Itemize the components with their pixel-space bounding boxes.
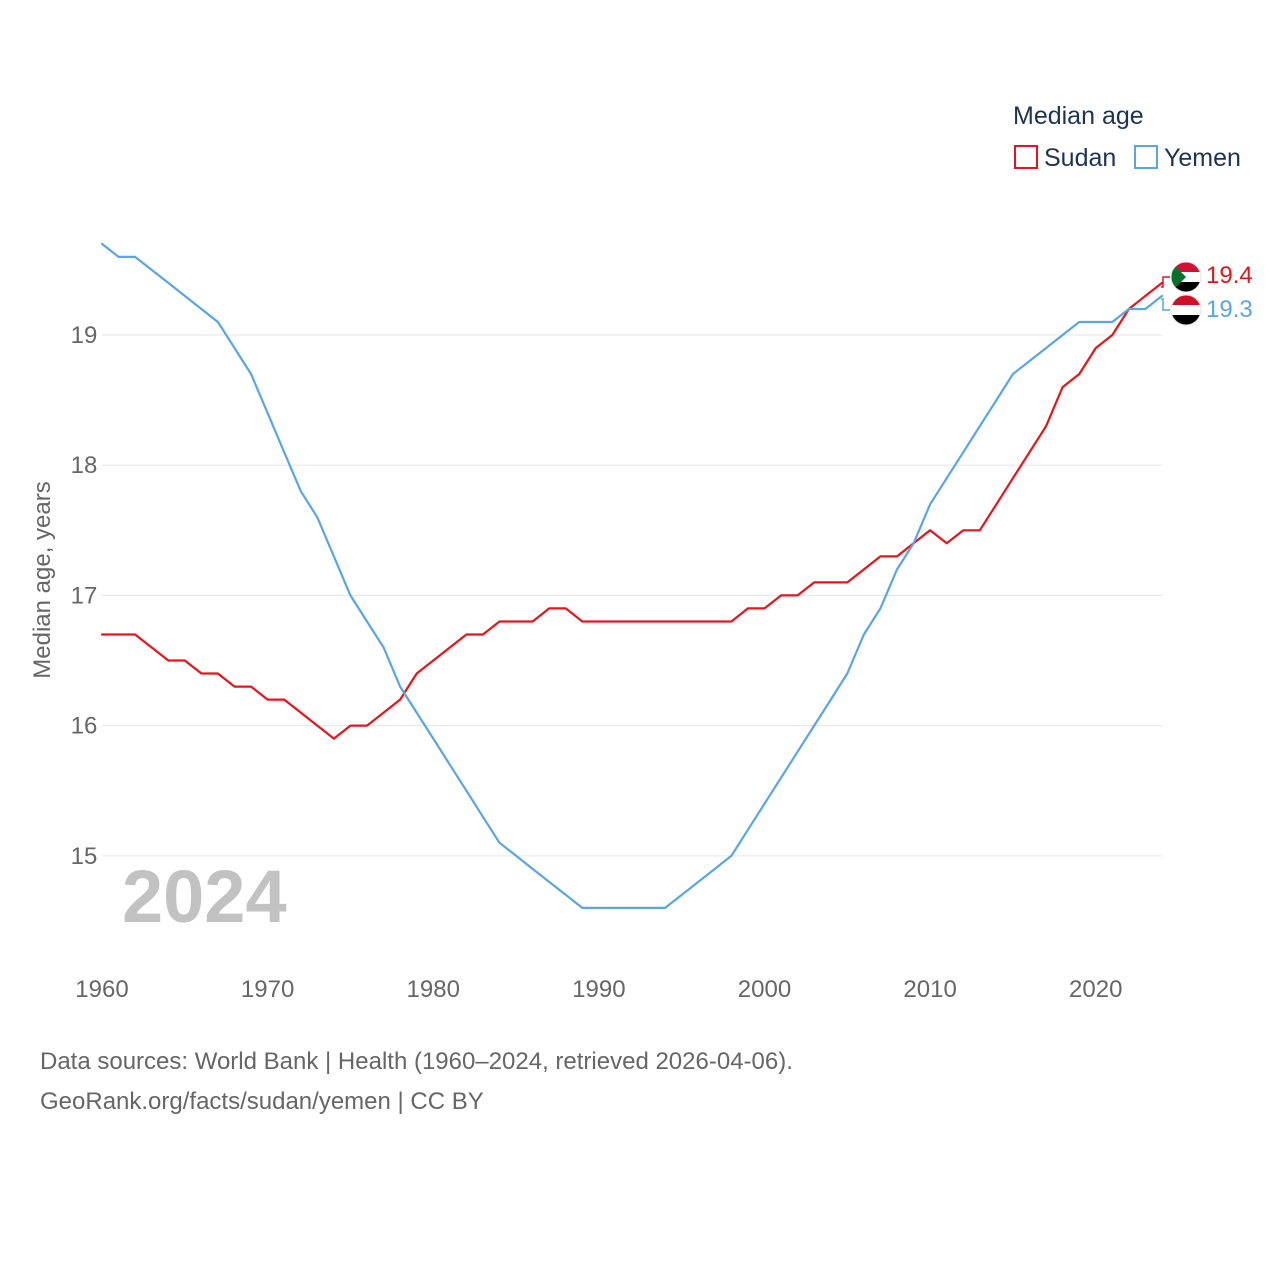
x-tick-label: 1960 xyxy=(75,976,128,1003)
legend: Median age Sudan Yemen xyxy=(1013,102,1241,172)
y-tick-label: 17 xyxy=(71,582,98,609)
x-axis-ticks: 1960 1970 1980 1990 2000 2010 2020 xyxy=(75,976,1122,1003)
yemen-end-connector xyxy=(1161,298,1170,311)
year-watermark: 2024 xyxy=(122,855,287,938)
series-line-sudan[interactable] xyxy=(100,281,1164,740)
sudan-end-connector xyxy=(1161,276,1170,288)
legend-label-sudan[interactable]: Sudan xyxy=(1044,144,1116,172)
sudan-flag-icon xyxy=(1171,262,1201,292)
legend-label-yemen[interactable]: Yemen xyxy=(1164,144,1241,172)
yemen-flag-icon xyxy=(1171,295,1201,325)
series-line-yemen[interactable] xyxy=(100,242,1164,910)
y-axis-title: Median age, years xyxy=(29,481,56,678)
x-tick-label: 1980 xyxy=(407,976,460,1003)
y-tick-label: 16 xyxy=(71,713,98,740)
footer: Data sources: World Bank | Health (1960–… xyxy=(40,1042,793,1122)
x-tick-label: 1970 xyxy=(241,976,294,1003)
y-tick-label: 19 xyxy=(71,322,98,349)
legend-swatch-yemen[interactable] xyxy=(1134,145,1158,169)
y-tick-label: 15 xyxy=(71,843,98,870)
attribution-link[interactable]: GeoRank.org/facts/sudan/yemen | CC BY xyxy=(40,1088,484,1115)
yemen-end-label: 19.3 xyxy=(1206,296,1253,323)
y-tick-label: 18 xyxy=(71,452,98,479)
legend-title: Median age xyxy=(1013,102,1144,130)
x-tick-label: 2000 xyxy=(738,976,791,1003)
legend-swatch-sudan[interactable] xyxy=(1014,145,1038,169)
data-sources-text: Data sources: World Bank | Health (1960–… xyxy=(40,1048,793,1075)
x-tick-label: 2010 xyxy=(903,976,956,1003)
y-axis-ticks: 15 16 17 18 19 xyxy=(71,322,98,870)
gridlines xyxy=(102,334,1162,857)
x-tick-label: 2020 xyxy=(1069,976,1122,1003)
series-lines xyxy=(100,242,1164,910)
sudan-end-label: 19.4 xyxy=(1206,262,1253,289)
x-tick-label: 1990 xyxy=(572,976,625,1003)
